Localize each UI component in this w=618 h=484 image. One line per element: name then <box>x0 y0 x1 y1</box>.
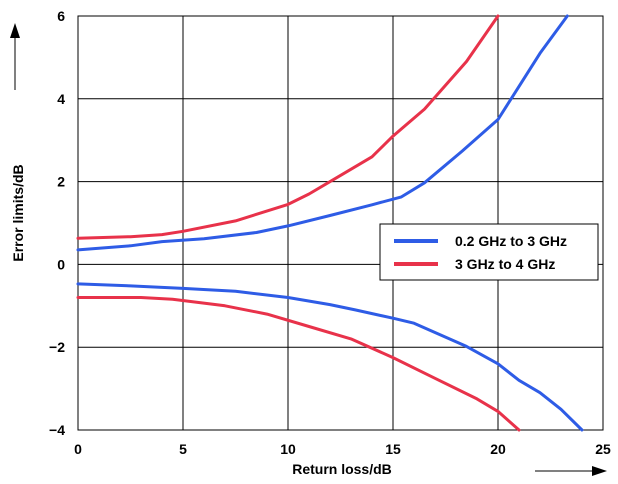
series-0-lower-limit-line <box>76 282 584 432</box>
y-direction-arrow-icon <box>10 23 20 90</box>
y-tick-labels: −4 −2 0 2 4 6 <box>49 8 65 438</box>
series-0-upper-limit-line <box>76 14 569 252</box>
x-tick-label: 20 <box>490 441 506 457</box>
series-1-upper-limit-line <box>76 14 500 240</box>
y-axis-label: Error limits/dB <box>10 164 26 261</box>
y-tick-label: −4 <box>49 422 65 438</box>
y-tick-label: 2 <box>57 174 65 190</box>
y-tick-label: −2 <box>49 339 65 355</box>
plot-frame <box>77 15 604 431</box>
legend-label-0-2-3ghz: 0.2 GHz to 3 GHz <box>455 233 567 249</box>
grid <box>78 16 603 430</box>
x-tick-labels: 0 5 10 15 20 25 <box>74 441 611 457</box>
x-tick-label: 5 <box>179 441 187 457</box>
x-tick-label: 25 <box>595 441 611 457</box>
y-tick-label: 0 <box>57 256 65 272</box>
x-axis-label: Return loss/dB <box>292 461 392 477</box>
series-layer <box>76 14 584 432</box>
y-tick-label: 6 <box>57 8 65 24</box>
x-tick-label: 0 <box>74 441 82 457</box>
x-direction-arrow-icon <box>535 466 607 476</box>
legend-box <box>379 223 599 281</box>
x-tick-label: 15 <box>385 441 401 457</box>
legend: 0.2 GHz to 3 GHz 3 GHz to 4 GHz <box>379 223 599 281</box>
legend-label-3-4ghz: 3 GHz to 4 GHz <box>455 256 555 272</box>
series-1-lower-limit-line <box>76 296 521 432</box>
y-tick-label: 4 <box>57 91 65 107</box>
x-tick-label: 10 <box>280 441 296 457</box>
